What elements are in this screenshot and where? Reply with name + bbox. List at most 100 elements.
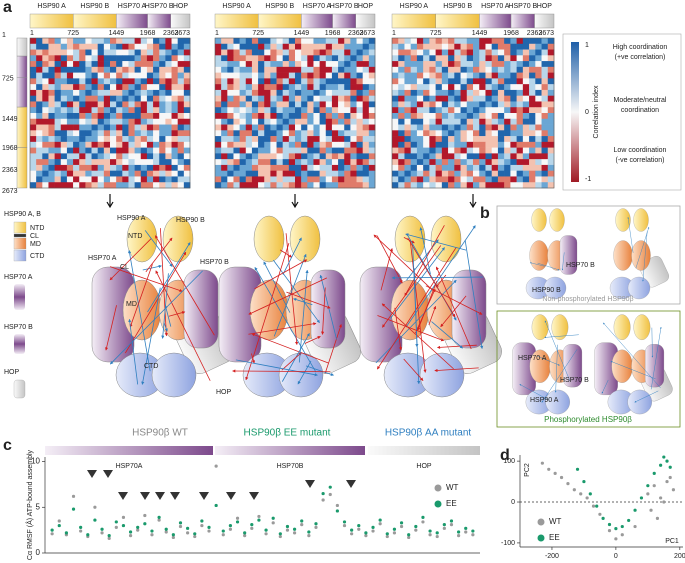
heatmap-cell [344, 38, 351, 45]
heatmap-cell [392, 78, 399, 85]
heatmap-cell [466, 153, 474, 160]
heatmap-cell [251, 118, 259, 125]
coordination-arrow [279, 249, 293, 258]
heatmap-cell [110, 55, 117, 62]
heatmap-cell [313, 130, 320, 137]
heatmap-cell [122, 130, 129, 137]
heatmap-cell [103, 61, 111, 68]
heatmap-cell [485, 159, 492, 166]
heatmap-cell [183, 78, 191, 85]
heatmap-cell [128, 43, 135, 50]
heatmap-cell [36, 124, 43, 131]
heatmap-cell [79, 124, 86, 131]
segment-strip [534, 13, 555, 29]
heatmap-cell [30, 101, 37, 108]
heatmap-cell [264, 61, 271, 68]
coordination-arrow [373, 234, 434, 292]
point [655, 516, 660, 520]
heatmap-cell [258, 118, 265, 125]
heatmap-cell [338, 136, 345, 143]
heatmap-cell [270, 101, 277, 108]
coordination-arrow [544, 334, 579, 339]
heatmap-cell [313, 66, 320, 73]
heatmap-cell [350, 49, 357, 56]
heatmap-cell [350, 43, 357, 50]
heatmap-cell [460, 101, 468, 108]
heatmap-cell [221, 113, 228, 120]
heatmap-cell [319, 95, 327, 102]
heatmap-cell [510, 38, 517, 45]
heatmap-cell [140, 118, 148, 125]
heatmap-cell [122, 124, 129, 131]
heatmap-cell [325, 101, 333, 108]
heatmap-cell [392, 159, 399, 166]
heatmap-cell [110, 136, 117, 143]
heatmap-cell [541, 164, 549, 171]
heatmap-cell [159, 170, 166, 177]
point [228, 527, 233, 531]
heatmap-cell [368, 147, 376, 154]
heatmap-cell [91, 113, 98, 120]
heatmap-cell [338, 130, 345, 137]
heatmap-cell [79, 182, 86, 189]
heatmap-cell [331, 153, 339, 160]
heatmap-cell [410, 136, 418, 143]
heatmap-cell [153, 43, 160, 50]
heatmap-cell [350, 182, 357, 189]
heatmap-cell [356, 66, 363, 73]
coordination-arrow [282, 237, 302, 275]
heatmap-cell [350, 113, 357, 120]
heatmap-cell [435, 136, 443, 143]
heatmap-cell [153, 101, 160, 108]
heatmap-cell [146, 113, 154, 120]
heatmap-cell [122, 38, 129, 45]
heatmap-cell [319, 72, 327, 79]
heatmap-cell [116, 159, 123, 166]
heatmap-cell [535, 182, 542, 189]
heatmap-cell [313, 89, 320, 96]
coordination-arrow [407, 237, 456, 318]
heatmap-cell [338, 176, 345, 183]
point [128, 534, 133, 538]
segment-strip [214, 13, 259, 29]
heatmap-cell [541, 176, 549, 183]
heatmap-cell [165, 124, 172, 131]
segment-strip [479, 13, 512, 29]
heatmap-cell [435, 66, 443, 73]
annotation-triangle [199, 492, 209, 500]
point [143, 522, 147, 526]
point [300, 519, 304, 523]
heatmap-cell [485, 164, 492, 171]
heatmap-cell [183, 136, 191, 143]
heatmap-cell [134, 78, 142, 85]
heatmap-cell [313, 95, 320, 102]
heatmap-cell [356, 136, 363, 143]
heatmap-cell [276, 113, 283, 120]
heatmap-cell [368, 176, 376, 183]
heatmap-cell [479, 38, 486, 45]
heatmap-cell [153, 55, 160, 62]
heatmap-cell [368, 89, 376, 96]
heatmap-cell [282, 147, 290, 154]
heatmap-cell [454, 141, 461, 148]
heatmap-cell [295, 107, 302, 114]
coordination-arrow [404, 225, 445, 297]
heatmap-cell [153, 164, 160, 171]
heatmap-cell [227, 136, 234, 143]
heatmap-cell [504, 107, 511, 114]
heatmap-cell [245, 95, 253, 102]
heatmap-cell [270, 66, 277, 73]
heatmap-cell [270, 38, 277, 45]
segment-strip [147, 13, 172, 29]
heatmap-cell [116, 84, 123, 91]
heatmap-cell [85, 72, 92, 79]
heatmap-cell [392, 141, 399, 148]
heatmap-cell [30, 170, 37, 177]
heatmap-cell [435, 147, 443, 154]
heatmap-cell [410, 107, 418, 114]
heatmap-cell [338, 43, 345, 50]
heatmap-cell [535, 176, 542, 183]
heatmap-cell [36, 95, 43, 102]
point [71, 507, 76, 511]
domain-shape [627, 389, 652, 415]
